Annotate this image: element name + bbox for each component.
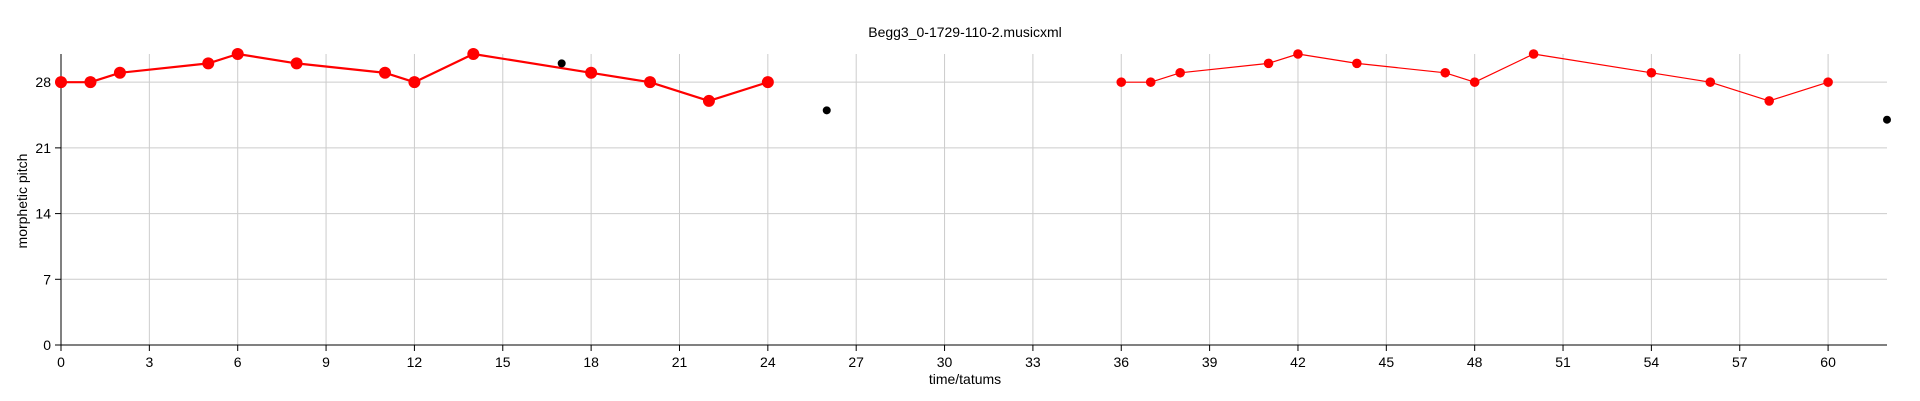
- x-tick-label: 48: [1467, 354, 1483, 370]
- data-point: [1175, 67, 1185, 78]
- y-tick-label: 28: [35, 74, 51, 90]
- data-point: [84, 76, 97, 89]
- x-tick-label: 54: [1644, 354, 1660, 370]
- x-tick-label: 12: [407, 354, 423, 370]
- chart-title: Begg3_0-1729-110-2.musicxml: [868, 24, 1062, 40]
- data-point: [202, 57, 215, 70]
- x-tick-label: 9: [322, 354, 330, 370]
- x-tick-label: 30: [937, 354, 953, 370]
- x-tick-label: 39: [1202, 354, 1218, 370]
- y-tick-label: 7: [43, 271, 51, 287]
- y-axis-title: morphetic pitch: [14, 154, 30, 249]
- data-point: [585, 66, 598, 79]
- x-tick-label: 36: [1113, 354, 1129, 370]
- x-tick-label: 42: [1290, 354, 1306, 370]
- data-point: [644, 76, 657, 89]
- data-point: [1440, 67, 1451, 78]
- data-point: [702, 94, 715, 107]
- x-tick-label: 60: [1820, 354, 1836, 370]
- x-tick-label: 15: [495, 354, 511, 370]
- x-tick-label: 33: [1025, 354, 1041, 370]
- y-tick-label: 0: [43, 337, 51, 353]
- y-tick-label: 21: [35, 140, 51, 156]
- data-point: [1646, 67, 1657, 78]
- x-tick-label: 3: [145, 354, 153, 370]
- x-tick-label: 21: [672, 354, 688, 370]
- data-point: [55, 76, 67, 89]
- data-point: [1705, 77, 1716, 87]
- x-tick-label: 24: [760, 354, 776, 370]
- axis-layer: 0 3 6 9 12 15 18 21 24 27 30 33 36 39 42 45 48 51 54 57 6007…: [35, 54, 1887, 370]
- data-point: [822, 106, 831, 115]
- grid-layer: [61, 54, 1887, 345]
- x-tick-label: 51: [1555, 354, 1571, 370]
- data-point: [761, 76, 774, 89]
- data-point: [1823, 77, 1833, 87]
- data-point: [1528, 49, 1539, 59]
- data-point: [378, 66, 391, 79]
- data-point: [113, 66, 126, 79]
- x-tick-label: 0: [57, 354, 65, 370]
- data-point: [408, 76, 421, 89]
- series-layer: [55, 48, 1891, 124]
- x-tick-label: 57: [1732, 354, 1748, 370]
- x-tick-label: 18: [583, 354, 599, 370]
- data-point: [557, 59, 566, 68]
- x-tick-label: 6: [234, 354, 242, 370]
- data-point: [290, 57, 303, 70]
- x-tick-label: 27: [848, 354, 864, 370]
- data-point: [1263, 58, 1274, 69]
- data-point: [467, 48, 480, 60]
- data-point: [1352, 58, 1362, 69]
- data-point: [1469, 77, 1480, 87]
- x-tick-label: 45: [1379, 354, 1395, 370]
- data-point: [1145, 77, 1156, 87]
- y-tick-label: 14: [35, 206, 51, 222]
- data-point: [231, 48, 244, 60]
- x-axis-title: time/tatums: [929, 371, 1001, 387]
- data-point: [1293, 49, 1303, 59]
- data-point: [1116, 77, 1127, 87]
- data-point: [1883, 115, 1891, 124]
- data-point: [1764, 96, 1774, 106]
